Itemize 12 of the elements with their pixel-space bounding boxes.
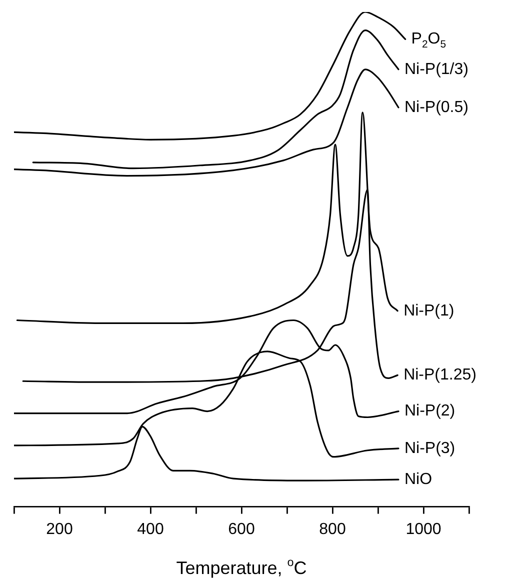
x-tick-label: 200 [46, 520, 73, 538]
series-label: Ni-P(1) [404, 302, 454, 320]
series-label: Ni-P(1.25) [404, 366, 476, 384]
x-tick-label: 600 [228, 520, 255, 538]
x-tick-label: 400 [137, 520, 164, 538]
series-label: Ni-P(0.5) [404, 98, 468, 116]
x-tick-label: 800 [319, 520, 346, 538]
series-label: Ni-P(2) [404, 402, 456, 420]
series-label: Ni-P(1/3) [404, 60, 468, 78]
x-tick-label: 1000 [406, 520, 442, 538]
series-label: Ni-P(3) [404, 440, 456, 457]
series-label: NiO [404, 470, 432, 488]
